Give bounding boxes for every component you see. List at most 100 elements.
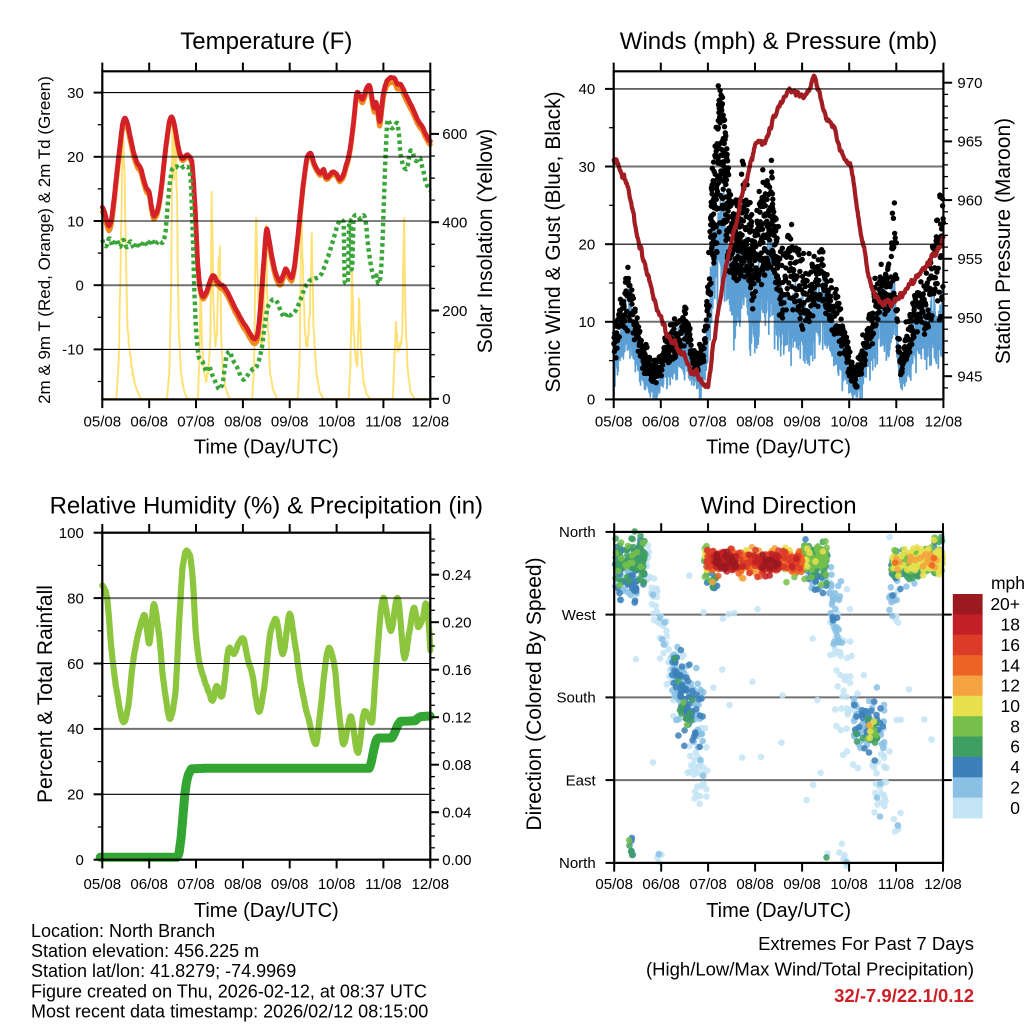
svg-text:0: 0 [1010,798,1020,818]
svg-text:12/08: 12/08 [924,876,962,893]
svg-text:Time (Day/UTC): Time (Day/UTC) [706,900,851,922]
svg-text:950: 950 [957,310,982,327]
svg-text:Solar Insolation (Yellow): Solar Insolation (Yellow) [474,129,497,354]
svg-text:07/08: 07/08 [689,876,727,893]
svg-text:0.16: 0.16 [442,662,471,679]
svg-text:05/08: 05/08 [595,414,633,431]
svg-text:07/08: 07/08 [177,876,215,893]
svg-text:Time (Day/UTC): Time (Day/UTC) [194,437,339,459]
svg-text:Sonic Wind & Gust (Blue, Black: Sonic Wind & Gust (Blue, Black) [542,91,565,392]
svg-text:08/08: 08/08 [736,414,774,431]
svg-text:Wind Direction: Wind Direction [701,493,857,520]
svg-text:0: 0 [442,391,450,408]
svg-text:12/08: 12/08 [412,876,450,893]
svg-text:0.08: 0.08 [442,757,471,774]
svg-text:970: 970 [957,75,982,92]
svg-text:0.12: 0.12 [442,710,471,727]
svg-text:60: 60 [67,656,84,673]
svg-text:West: West [562,607,597,624]
svg-text:08/08: 08/08 [224,414,262,431]
svg-text:Time (Day/UTC): Time (Day/UTC) [706,437,851,459]
svg-text:14: 14 [1001,655,1021,675]
svg-text:06/08: 06/08 [130,414,168,431]
svg-text:Direction (Colored By Speed): Direction (Colored By Speed) [523,557,546,830]
svg-text:Station Pressure (Maroon): Station Pressure (Maroon) [992,118,1015,364]
svg-text:07/08: 07/08 [177,414,215,431]
svg-text:12: 12 [1001,676,1020,696]
svg-text:10/08: 10/08 [318,876,356,893]
svg-text:2: 2 [1010,778,1020,798]
svg-text:20+: 20+ [990,594,1020,614]
svg-text:32/-7.9/22.1/0.12: 32/-7.9/22.1/0.12 [834,985,974,1006]
svg-text:06/08: 06/08 [130,876,168,893]
svg-text:11/08: 11/08 [365,876,401,893]
svg-text:20: 20 [579,237,596,254]
svg-text:East: East [566,772,597,789]
svg-text:16: 16 [1001,635,1020,655]
svg-text:10: 10 [67,213,84,230]
svg-text:Station lat/lon: 41.8279; -74.: Station lat/lon: 41.8279; -74.9969 [31,961,296,981]
svg-text:0: 0 [75,852,83,869]
svg-text:06/08: 06/08 [642,414,680,431]
svg-text:945: 945 [957,369,982,386]
svg-text:0.00: 0.00 [442,852,471,869]
svg-text:-10: -10 [62,342,84,359]
svg-text:12/08: 12/08 [925,414,963,431]
svg-text:Relative Humidity (%) & Precip: Relative Humidity (%) & Precipitation (i… [50,493,483,520]
svg-text:20: 20 [67,149,84,166]
svg-text:08/08: 08/08 [736,876,774,893]
svg-text:30: 30 [579,159,596,176]
svg-text:200: 200 [442,303,467,320]
svg-text:08/08: 08/08 [224,876,262,893]
svg-text:North: North [559,855,596,872]
svg-text:6: 6 [1010,737,1020,757]
svg-text:10: 10 [579,314,596,331]
svg-text:10: 10 [1001,696,1021,716]
svg-text:10/08: 10/08 [318,414,356,431]
svg-text:05/08: 05/08 [84,876,122,893]
svg-text:Winds (mph) & Pressure (mb): Winds (mph) & Pressure (mb) [620,28,937,55]
svg-text:0: 0 [75,278,83,295]
svg-text:40: 40 [67,721,84,738]
svg-text:11/08: 11/08 [878,414,914,431]
svg-text:2m & 9m T (Red, Orange) & 2m T: 2m & 9m T (Red, Orange) & 2m Td (Green) [35,76,54,404]
svg-text:05/08: 05/08 [84,414,122,431]
svg-text:Location: North Branch: Location: North Branch [31,921,215,941]
svg-text:09/08: 09/08 [783,414,821,431]
svg-text:South: South [556,690,595,707]
svg-text:North: North [559,524,596,541]
svg-text:06/08: 06/08 [642,876,680,893]
svg-text:Percent & Total Rainfall: Percent & Total Rainfall [34,585,57,803]
svg-text:30: 30 [67,85,84,102]
svg-text:0.04: 0.04 [442,805,471,822]
svg-text:09/08: 09/08 [783,876,821,893]
svg-text:955: 955 [957,251,982,268]
svg-text:Time (Day/UTC): Time (Day/UTC) [194,900,339,922]
svg-text:Figure created on Thu, 2026-02: Figure created on Thu, 2026-02-12, at 08… [31,981,427,1001]
svg-text:07/08: 07/08 [689,414,727,431]
svg-text:960: 960 [957,192,982,209]
svg-text:11/08: 11/08 [365,414,401,431]
svg-text:Most recent data timestamp: 20: Most recent data timestamp: 2026/02/12 0… [31,1002,428,1022]
svg-text:0.24: 0.24 [442,567,471,584]
svg-text:965: 965 [957,134,982,151]
svg-text:Station elevation: 456.225 m: Station elevation: 456.225 m [31,941,259,961]
svg-text:09/08: 09/08 [271,414,309,431]
svg-text:18: 18 [1001,615,1020,635]
svg-text:600: 600 [442,126,467,143]
svg-text:80: 80 [67,590,84,607]
svg-text:(High/Low/Max Wind/Total Preci: (High/Low/Max Wind/Total Precipitation) [646,959,974,980]
svg-text:40: 40 [579,81,596,98]
svg-text:400: 400 [442,215,467,232]
svg-text:Extremes For Past 7 Days: Extremes For Past 7 Days [758,933,974,954]
svg-text:0: 0 [587,392,595,409]
svg-text:05/08: 05/08 [595,876,633,893]
svg-text:mph: mph [991,573,1024,593]
svg-text:8: 8 [1010,716,1020,736]
svg-text:10/08: 10/08 [830,414,868,431]
svg-text:09/08: 09/08 [271,876,309,893]
svg-text:12/08: 12/08 [412,414,450,431]
svg-text:Temperature (F): Temperature (F) [180,28,352,55]
svg-text:100: 100 [59,525,84,542]
svg-text:4: 4 [1010,757,1020,777]
